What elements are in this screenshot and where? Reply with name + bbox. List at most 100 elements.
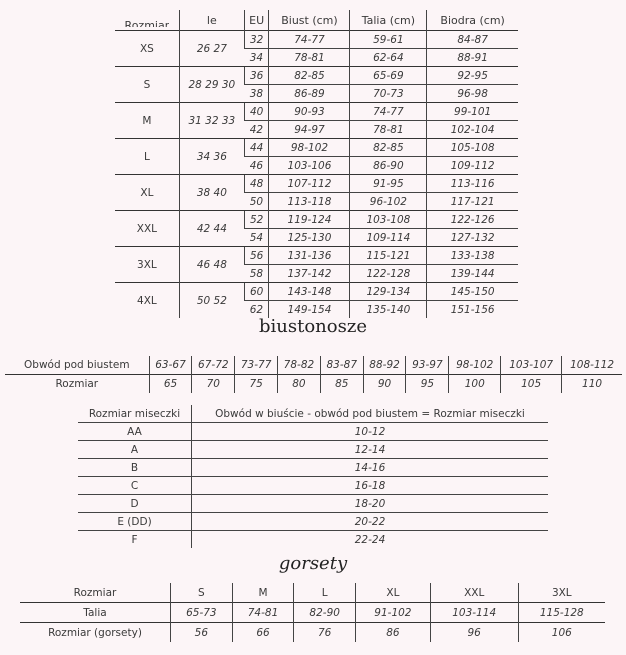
table-cell: 58 [244,264,269,283]
table-row: M 31 32 33 40 90-93 74-77 99-101 [115,102,518,139]
table-cell: 75 [234,374,278,393]
table-cell: 107-112 [268,174,350,193]
table-cell: 137-142 [268,264,350,283]
column-header: le [178,10,245,31]
pl-size: 42 44 [178,210,245,247]
table-cell: 59-61 [349,30,427,49]
table-cell: 143-148 [268,282,350,301]
table-cell: 67-72 [191,356,235,375]
table-cell: 38 [244,84,269,103]
table-cell: 82-85 [268,66,350,85]
table-cell: 83-87 [319,356,364,375]
table-row: XL 38 40 48 107-112 91-95 113-116 [115,174,518,211]
table-row: AA 10-12 [78,422,548,441]
table-cell: 34 [244,48,269,67]
table-cell: 119-124 [268,210,350,229]
table-row: E (DD) 20-22 [78,512,548,531]
table-cell: 44 [243,138,269,157]
table-cell: 86-89 [268,84,350,103]
table-cell: 102-104 [426,120,518,139]
table-cell: Obwód pod biustem [24,359,130,371]
table-cell: 109-112 [426,156,518,175]
table-cell: 96-102 [349,192,427,211]
table-cell: 129-134 [349,282,427,301]
table-row: Rozmiar 65 70 75 80 85 90 95 100 105 110 [5,374,622,393]
header-row: Rozmiar le EU Biust (cm) Talia (cm) Biodra (c… [115,10,518,31]
table-cell: AA [78,422,192,441]
table-cell: Talia [20,602,171,623]
table-cell: 149-154 [268,300,350,318]
table-cell: 52 [243,210,269,229]
table-cell: 103-107 [500,356,562,375]
table-cell: 88-92 [362,356,406,375]
table-cell: 99-101 [426,102,518,121]
table-cell: 115-128 [517,602,605,623]
table-cell: 103-106 [268,156,350,175]
table-cell: 80 [277,374,321,393]
table-cell: 46 [244,156,269,175]
table-cell: 105 [500,374,562,393]
pl-size: 26 27 [178,30,245,67]
table-cell: Rozmiar (gorsety) [20,622,171,642]
size-label: XL [115,174,180,211]
table-cell: 100 [448,374,501,393]
table-cell: L [293,583,356,603]
column-header: Talia (cm) [349,10,427,31]
table-cell: S [170,583,233,603]
table-row: C 16-18 [78,476,548,495]
table-row: XXL 42 44 52 119-124 103-108 122-126 [115,210,518,247]
table-cell: 135-140 [349,300,427,318]
table-cell: 65-69 [349,66,427,85]
table-cell: 65-73 [170,602,233,623]
table-cell: 109-114 [349,228,427,247]
table-cell: 110 [561,374,622,393]
table-cell: 76 [293,622,356,642]
table-cell: 36 [243,66,269,85]
table-cell: 56 [170,622,233,642]
table-cell: 70 [191,374,235,393]
table-cell: 63-67 [148,356,192,375]
size-label: S [115,66,180,103]
table-cell: 66 [231,622,294,642]
table-cell: 127-132 [426,228,518,247]
table-cell: 82-85 [349,138,427,157]
table-row: 38 86-89 70-73 96-98 [115,84,518,103]
size-label: M [115,102,180,139]
table-cell: 98-102 [448,356,501,375]
cup-size-table: Rozmiar miseczki Obwód w biuście - obwód … [78,405,548,548]
column-header: Rozmiar miseczki [78,405,192,423]
pl-size: 38 40 [178,174,245,211]
table-cell: F [78,530,192,548]
table-row: Rozmiar (gorsety) 56 66 76 86 96 106 [20,622,605,642]
table-cell: 62-64 [349,48,427,67]
table-row: XS 26 27 32 74-77 59-61 84-87 [115,30,518,67]
size-table: Rozmiar le EU Biust (cm) Talia (cm) Biodra (c… [115,10,518,318]
table-row: 62 149-154 135-140 151-156 [115,300,518,318]
table-cell: 125-130 [268,228,350,247]
table-cell: 22-24 [191,530,548,548]
size-label: 4XL [115,282,180,318]
table-cell: 131-136 [268,246,350,265]
table-cell: 18-20 [191,494,548,513]
table-cell: 106 [517,622,605,642]
table-cell: 86 [355,622,431,642]
table-row: S 28 29 30 36 82-85 65-69 92-95 [115,66,518,103]
column-header: EU [243,10,269,31]
table-cell: 84-87 [426,30,518,49]
table-cell: 94-97 [268,120,350,139]
table-cell: 42 [244,120,269,139]
table-cell: Rozmiar [5,374,150,393]
table-cell: 91-95 [349,174,427,193]
table-cell: 133-138 [426,246,518,265]
table-row: B 14-16 [78,458,548,477]
table-cell: 60 [243,282,269,301]
table-cell: 73-77 [234,356,278,375]
table-row: 50 113-118 96-102 117-121 [115,192,518,211]
table-cell: 86-90 [349,156,427,175]
table-row: Talia 65-73 74-81 82-90 91-102 103-114 115-128 [20,602,605,623]
table-cell: 74-77 [349,102,427,121]
table-cell: 78-81 [349,120,427,139]
table-row: L 34 36 44 98-102 82-85 105-108 [115,138,518,175]
table-row: 46 103-106 86-90 109-112 [115,156,518,175]
table-cell: 96-98 [426,84,518,103]
